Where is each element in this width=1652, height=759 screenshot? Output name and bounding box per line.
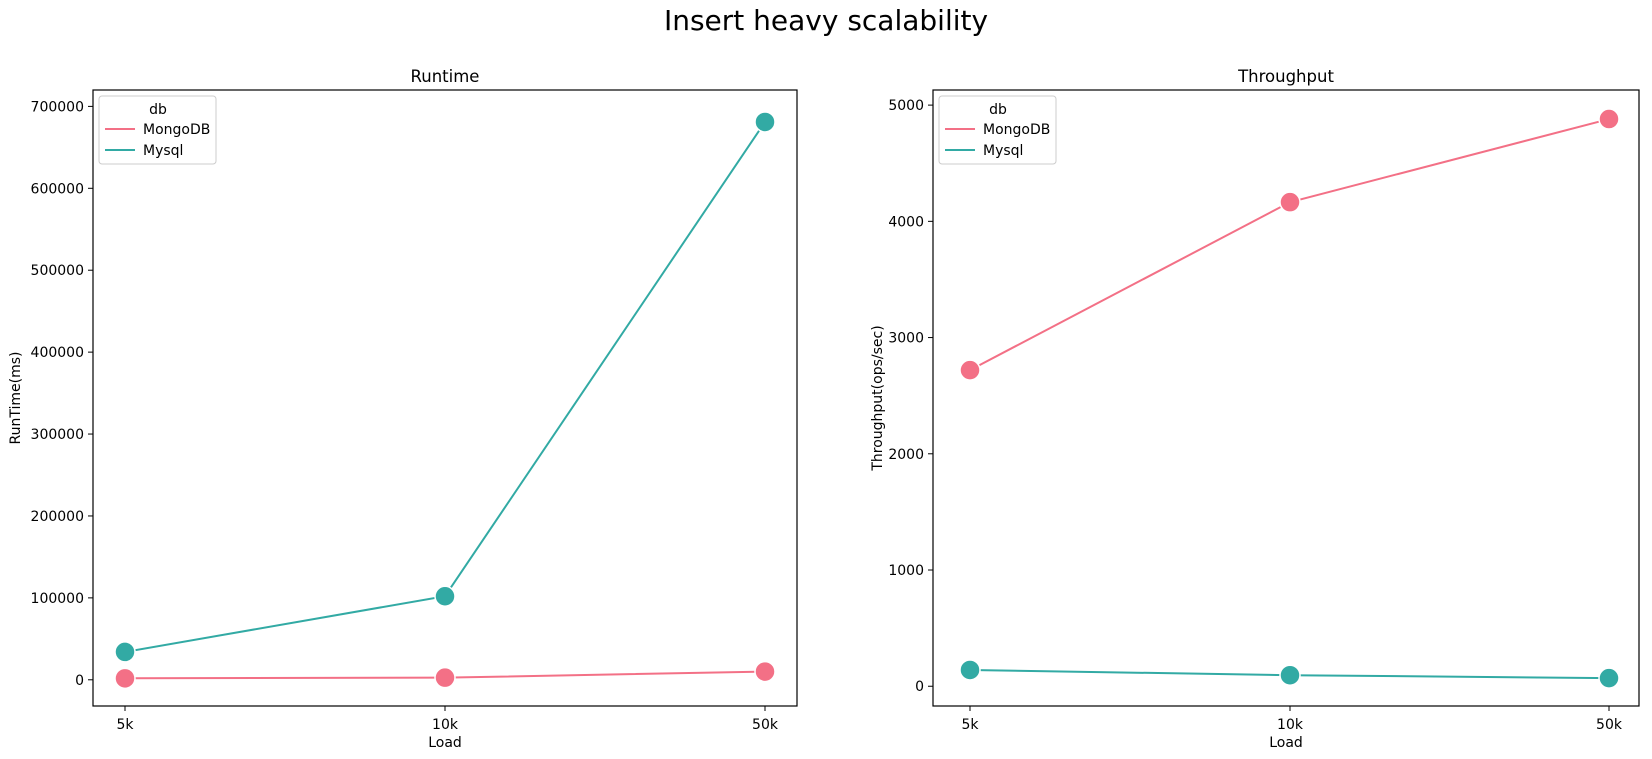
legend: db MongoDB Mysql — [938, 95, 1057, 165]
data-point-mysql — [434, 585, 456, 607]
x-tick-label: 5k — [961, 717, 979, 733]
data-point-mysql — [114, 641, 136, 663]
y-axis-label: RunTime(ms) — [8, 352, 24, 445]
panel-title: Throughput — [1237, 67, 1334, 86]
y-tick-label: 0 — [75, 673, 84, 689]
chart-panel-0: Runtime 0 100000 200000 300000 400000 500000 60… — [8, 67, 798, 751]
legend-label-mongodb: MongoDB — [143, 122, 210, 138]
legend-box — [98, 95, 217, 165]
figure-title: Insert heavy scalability — [663, 4, 989, 37]
x-tick-label: 50k — [1596, 717, 1623, 733]
y-tick-label: 400000 — [31, 345, 84, 361]
data-point-mongodb — [959, 359, 981, 381]
y-tick-label: 4000 — [888, 214, 924, 230]
data-point-mongodb — [1598, 108, 1620, 130]
data-point-mongodb — [1279, 191, 1301, 213]
y-tick-label: 600000 — [31, 181, 84, 197]
y-tick-label: 200000 — [31, 509, 84, 525]
plot-frame — [92, 89, 798, 707]
legend-title: db — [989, 102, 1007, 118]
y-axis-label: Throughput(ops/sec) — [870, 325, 886, 471]
y-tick-label: 300000 — [31, 427, 84, 443]
data-point-mysql — [1598, 667, 1620, 689]
series-line-mongodb — [969, 118, 1610, 371]
data-point-mysql — [1279, 664, 1301, 686]
legend: db MongoDB Mysql — [98, 95, 217, 165]
y-tick-label: 2000 — [888, 447, 924, 463]
data-point-mongodb — [754, 660, 776, 683]
y-tick-label: 5000 — [888, 98, 924, 114]
legend-label-mysql: Mysql — [983, 143, 1023, 159]
data-point-mongodb — [434, 666, 456, 689]
y-tick-label: 0 — [915, 679, 924, 695]
y-tick-label: 100000 — [31, 591, 84, 607]
chart-panel-1: Throughput 0 1000 2000 3000 4000 5000 5k 10k 50k L… — [870, 67, 1640, 751]
y-tick-label: 3000 — [888, 331, 924, 347]
legend-title: db — [149, 102, 167, 118]
x-axis-label: Load — [1269, 735, 1303, 751]
plot-frame — [932, 89, 1640, 707]
legend-label-mysql: Mysql — [143, 143, 183, 159]
y-tick-label: 700000 — [31, 99, 84, 115]
series-line-mysql — [124, 121, 766, 653]
y-tick-label: 500000 — [31, 263, 84, 279]
data-point-mysql — [959, 659, 981, 681]
data-point-mysql — [754, 111, 776, 133]
y-tick-label: 1000 — [888, 563, 924, 579]
x-tick-label: 10k — [432, 717, 459, 733]
x-axis-label: Load — [428, 735, 462, 751]
x-tick-label: 10k — [1277, 717, 1304, 733]
legend-label-mongodb: MongoDB — [983, 122, 1050, 138]
legend-box — [938, 95, 1057, 165]
x-tick-label: 5k — [116, 717, 134, 733]
x-tick-label: 50k — [752, 717, 779, 733]
data-point-mongodb — [114, 667, 136, 690]
panel-title: Runtime — [411, 67, 480, 86]
